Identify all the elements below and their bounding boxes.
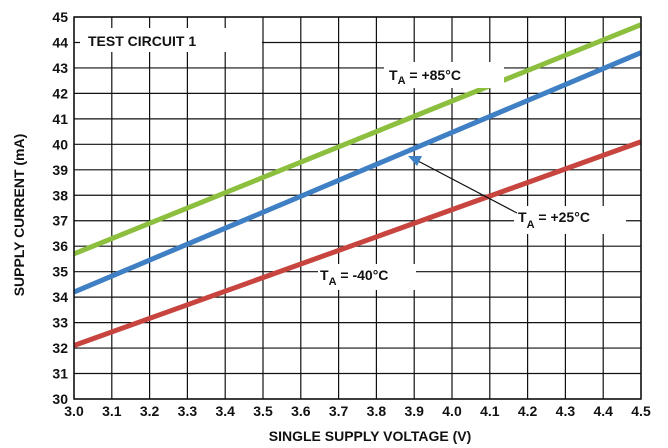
- test-circuit-box: [80, 28, 262, 52]
- y-tick-label: 36: [52, 238, 68, 254]
- annotation-85-main: T: [389, 67, 398, 83]
- annotation-25-sub: A: [527, 219, 535, 231]
- annotation-25-arrowhead: [408, 156, 422, 166]
- annotation-25-main: T: [518, 209, 527, 225]
- y-tick-label: 44: [52, 34, 68, 50]
- y-tick-label: 45: [52, 9, 68, 25]
- x-tick-label: 4.5: [631, 403, 651, 419]
- x-tick-label: 3.7: [329, 403, 349, 419]
- series-line-1: [73, 50, 642, 295]
- x-tick-label: 4.3: [556, 403, 576, 419]
- y-tick-label: 43: [52, 60, 68, 76]
- y-tick-label: 42: [52, 85, 68, 101]
- series-line-0: [73, 22, 642, 257]
- x-tick-label: 4.1: [480, 403, 500, 419]
- annotation-m40: TA = -40°C: [320, 267, 388, 288]
- x-tick-label: 3.9: [404, 403, 424, 419]
- x-tick-label: 3.4: [215, 403, 235, 419]
- x-tick-label: 3.0: [64, 403, 84, 419]
- x-tick-labels: 3.0 3.1 3.2 3.3 3.4 3.5 3.6 3.7 3.8 3.9 4.0 4.1 4.2 4…: [64, 403, 651, 419]
- y-tick-label: 39: [52, 162, 68, 178]
- x-tick-label: 4.4: [593, 403, 613, 419]
- plot-frame: [73, 16, 642, 400]
- y-tick-label: 33: [52, 315, 68, 331]
- y-tick-label: 31: [52, 366, 68, 382]
- y-axis-title: SUPPLY CURRENT (mA): [11, 134, 27, 297]
- annotation-85-rest: = +85°C: [406, 67, 461, 83]
- annotation-25-arrow: [417, 160, 518, 214]
- y-tick-label: 41: [52, 111, 68, 127]
- x-tick-label: 3.3: [178, 403, 198, 419]
- y-tick-label: 38: [52, 187, 68, 203]
- annotation-m40-rest: = -40°C: [337, 267, 389, 283]
- y-tick-label: 34: [52, 289, 68, 305]
- x-axis-title: SINGLE SUPPLY VOLTAGE (V): [269, 428, 472, 444]
- annotation-25: TA = +25°C: [518, 209, 590, 231]
- series-line-2: [73, 139, 642, 348]
- y-tick-label: 32: [52, 340, 68, 356]
- y-tick-labels: 30 31 32 33 34 35 36 37 38 39 40 41 42 43 44 45: [52, 9, 68, 407]
- series-lines: [73, 22, 642, 348]
- x-tick-label: 4.2: [518, 403, 538, 419]
- x-tick-label: 3.1: [102, 403, 122, 419]
- annotation-m40-sub: A: [329, 276, 337, 288]
- annotation-85: TA = +85°C: [389, 67, 461, 87]
- y-tick-label: 30: [52, 391, 68, 407]
- x-tick-label: 3.2: [140, 403, 160, 419]
- annotation-85-sub: A: [398, 75, 406, 87]
- annotation-25-rest: = +25°C: [535, 209, 590, 225]
- annotation-85-box: [384, 62, 504, 88]
- y-tick-label: 35: [52, 264, 68, 280]
- y-tick-label: 40: [52, 136, 68, 152]
- x-tick-label: 3.8: [367, 403, 387, 419]
- y-tick-label: 37: [52, 213, 68, 229]
- annotation-25-box: [514, 206, 626, 234]
- x-tick-label: 3.5: [253, 403, 273, 419]
- x-tick-label: 4.0: [442, 403, 462, 419]
- test-circuit-label: TEST CIRCUIT 1: [88, 33, 196, 49]
- x-tick-label: 3.6: [291, 403, 311, 419]
- annotation-m40-main: T: [320, 267, 329, 283]
- annotation-m40-box: [318, 264, 416, 290]
